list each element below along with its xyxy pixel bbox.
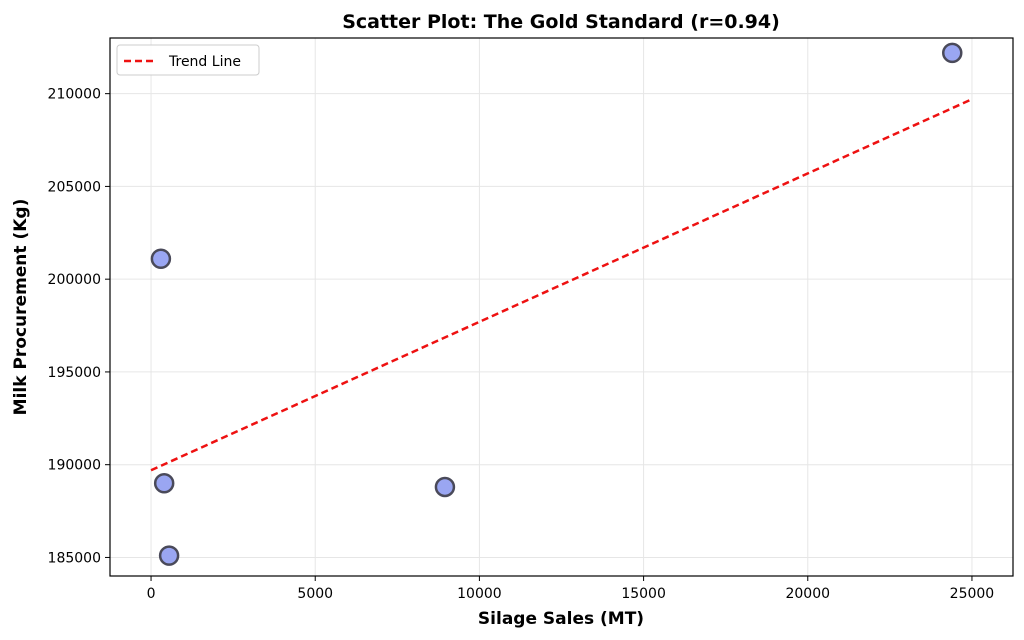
x-axis-title: Silage Sales (MT) xyxy=(478,609,644,629)
y-tick-label: 205000 xyxy=(48,179,101,195)
scatter-point xyxy=(434,476,456,498)
y-axis-ticks: 185000 190000 195000 200000 205000 210000 xyxy=(48,87,110,566)
y-tick-label: 185000 xyxy=(48,550,101,566)
chart-title: Scatter Plot: The Gold Standard (r=0.94) xyxy=(342,11,780,33)
scatter-point xyxy=(153,472,175,494)
y-tick-label: 200000 xyxy=(48,272,101,288)
trend-line-layer xyxy=(150,98,973,472)
y-tick-label: 210000 xyxy=(48,87,101,103)
plot-frame xyxy=(109,37,1014,577)
x-tick-label: 5000 xyxy=(297,586,333,602)
y-tick-label: 190000 xyxy=(48,458,101,474)
legend: Trend Line xyxy=(116,44,260,76)
legend-box xyxy=(116,44,260,76)
scatter-point xyxy=(158,545,180,566)
x-axis-ticks: 0 5000 10000 15000 20000 25000 xyxy=(147,576,995,602)
legend-label-trend-line: Trend Line xyxy=(168,54,241,70)
x-tick-label: 25000 xyxy=(950,586,995,602)
scatter-point xyxy=(942,42,963,64)
x-tick-label: 15000 xyxy=(621,586,666,602)
trend-line xyxy=(150,98,973,472)
x-tick-label: 20000 xyxy=(785,586,830,602)
x-tick-label: 0 xyxy=(147,586,156,602)
scatter-point xyxy=(150,248,172,270)
x-tick-label: 10000 xyxy=(457,586,502,602)
y-axis-title: Milk Procurement (Kg) xyxy=(11,199,31,416)
y-tick-label: 195000 xyxy=(48,365,101,381)
points-layer xyxy=(150,42,963,566)
grid xyxy=(110,38,1013,576)
